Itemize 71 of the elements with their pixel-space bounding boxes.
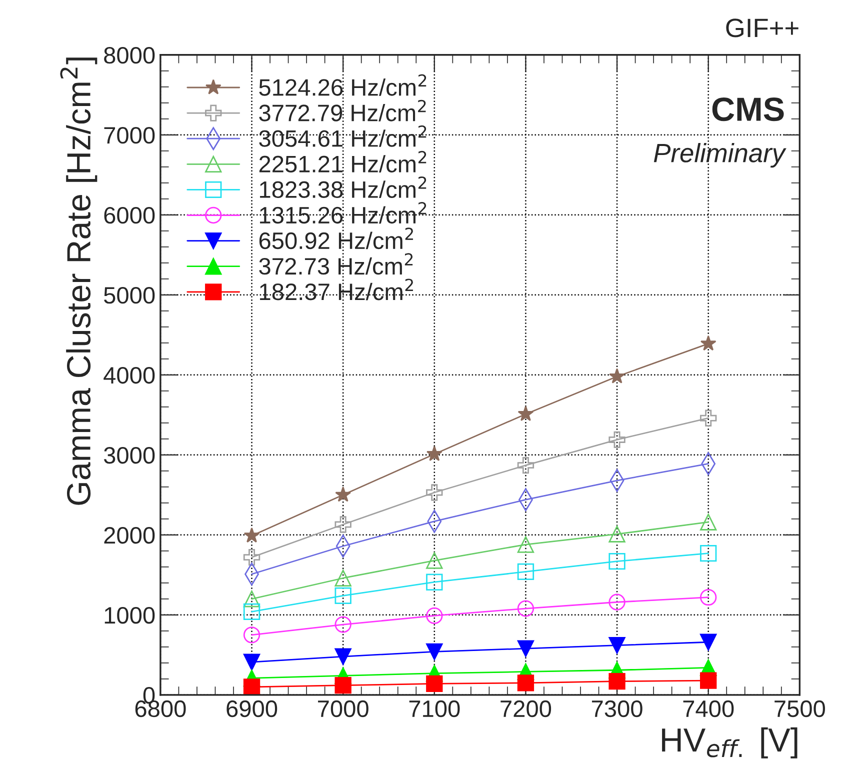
point [700, 335, 716, 351]
point [700, 588, 717, 606]
point [243, 548, 260, 566]
point [243, 590, 260, 608]
point [518, 406, 534, 421]
y-tick-label: 5000 [104, 286, 155, 304]
point [517, 640, 534, 657]
legend-label: 650.92 Hz/cm$^{2}$ [259, 228, 413, 250]
point [608, 431, 626, 448]
point [426, 552, 443, 569]
point [334, 516, 352, 533]
point [517, 674, 534, 692]
point [700, 672, 717, 689]
legend-label: 5124.26 Hz/cm$^{2}$ [259, 74, 426, 96]
point [426, 607, 443, 624]
x-tick-label: 7200 [500, 700, 552, 718]
x-tick-label: 7100 [409, 700, 460, 718]
legend-label: 2251.21 Hz/cm$^{2}$ [259, 150, 426, 172]
point [700, 544, 717, 562]
legend-label: 3054.61 Hz/cm$^{2}$ [259, 125, 426, 147]
x-tick-label: 7300 [592, 700, 642, 718]
y-tick-label: 7000 [104, 126, 155, 144]
legend-label: 182.37 Hz/cm$^{2}$ [260, 278, 413, 300]
point [700, 634, 717, 650]
point [517, 563, 534, 580]
x-tick-label: 7500 [774, 700, 825, 718]
point [517, 456, 534, 474]
point [334, 587, 352, 604]
point [426, 643, 443, 660]
text: GIF++ [726, 18, 798, 38]
point [609, 368, 625, 384]
point [426, 675, 443, 692]
point [243, 654, 260, 670]
point [426, 574, 443, 590]
y-axis-title: Gamma Cluster Rate [Hz/cm$^{2}$] [60, 58, 98, 505]
y-tick-label: 2000 [104, 526, 155, 544]
x-axis-title: HV$_{eff.}$ [V] [662, 727, 798, 758]
y-tick-label: 3000 [104, 446, 155, 464]
x-tick-label: 6900 [226, 700, 278, 718]
point [700, 410, 717, 426]
point [335, 486, 352, 502]
y-tick-label: 4000 [104, 366, 155, 384]
point [517, 600, 534, 617]
legend-label: 1823.38 Hz/cm$^{2}$ [260, 176, 426, 198]
legend-label: 3772.79 Hz/cm$^{2}$ [259, 100, 426, 122]
legend-label: 372.73 Hz/cm$^{2}$ [259, 253, 413, 275]
x-tick-label: 7000 [318, 700, 368, 718]
x-tick-label: 7400 [683, 700, 734, 718]
point [334, 570, 352, 586]
point [608, 636, 626, 654]
point [700, 514, 717, 530]
point [334, 616, 352, 633]
point [244, 527, 260, 543]
point [608, 672, 626, 690]
y-tick-label: 6000 [104, 206, 155, 224]
legend-label: 1315.26 Hz/cm$^{2}$ [260, 202, 426, 224]
y-tick-label: 1000 [104, 606, 155, 624]
point [608, 552, 626, 570]
point [243, 603, 260, 620]
y-tick-label: 8000 [104, 46, 155, 64]
annotation: CMS [712, 98, 784, 122]
annotation: Preliminary [654, 143, 786, 168]
point [608, 594, 626, 610]
point [426, 484, 443, 501]
point [608, 526, 626, 542]
point [517, 536, 534, 553]
point [243, 678, 260, 695]
point [426, 446, 442, 461]
point [334, 648, 352, 665]
point [243, 626, 260, 644]
point [334, 676, 352, 694]
